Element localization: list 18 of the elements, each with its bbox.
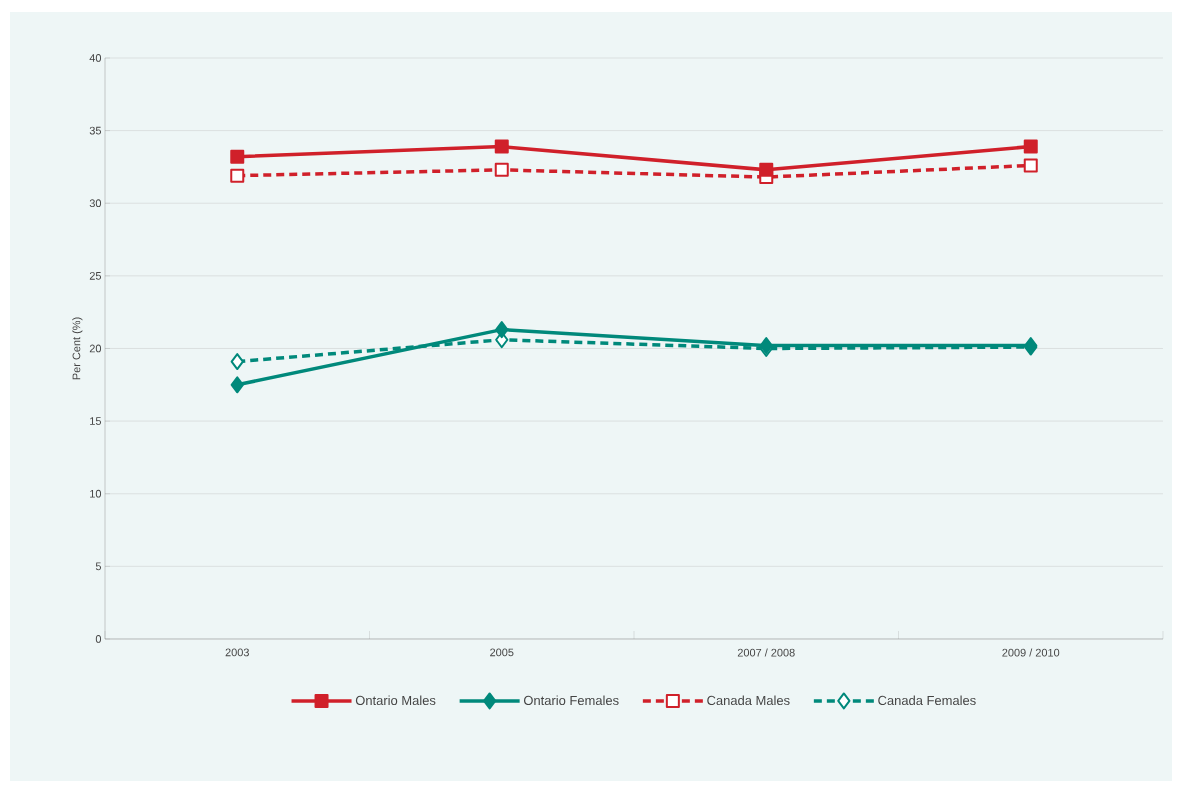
y-tick-label: 15 (90, 417, 102, 425)
y-tick-label: 5 (95, 562, 102, 571)
y-tick-label: 25 (89, 271, 102, 280)
y-tick-label: 20 (89, 344, 102, 353)
y-axis-title: Per Cent (%) (72, 317, 83, 380)
y-tick-label: 0 (95, 635, 102, 643)
x-tick-label: 2003 (225, 648, 249, 657)
legend-label: Canada Females (878, 695, 976, 706)
y-tick-label: 10 (90, 489, 102, 498)
x-tick-label: 2005 (490, 648, 514, 657)
x-tick-label: 2007 / 2008 (737, 648, 795, 657)
legend-label: Canada Males (707, 695, 790, 706)
y-tick-label: 40 (89, 54, 102, 62)
y-tick-label: 30 (89, 199, 102, 208)
x-tick-label: 2009 / 2010 (1002, 648, 1060, 657)
legend-label: Ontario Males (355, 695, 436, 706)
legend-label: Ontario Females (523, 695, 619, 706)
y-tick-label: 35 (89, 126, 102, 135)
